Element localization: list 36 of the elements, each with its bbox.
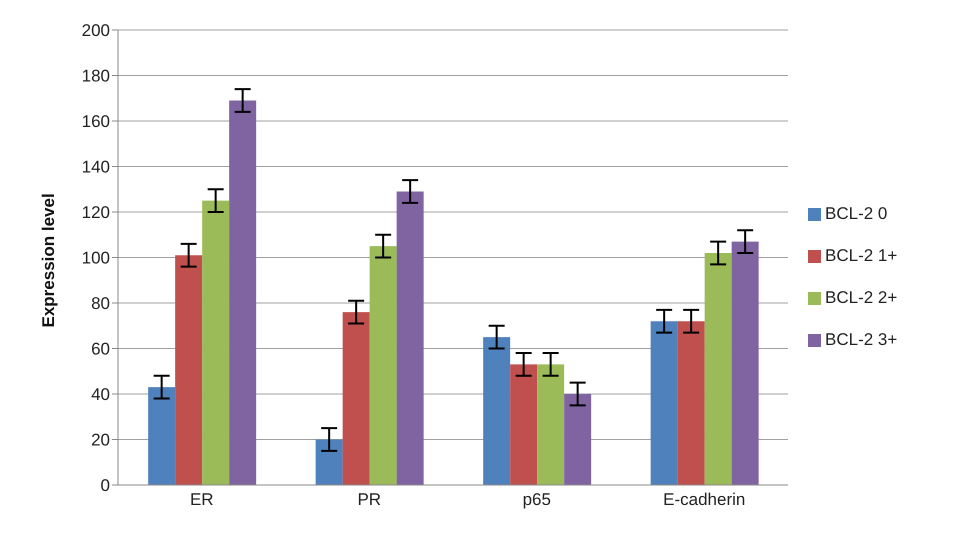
bar (537, 364, 564, 485)
bar (148, 387, 176, 485)
y-tick-label: 140 (82, 158, 110, 177)
bar (483, 337, 510, 485)
legend-label: BCL-2 3+ (825, 330, 898, 348)
bar (650, 321, 678, 485)
x-tick-label: PR (357, 490, 382, 510)
y-tick-label: 20 (91, 430, 110, 450)
legend-label: BCL-2 2+ (825, 288, 898, 306)
y-tick-label: 120 (82, 203, 110, 222)
y-axis-title: Expression level (39, 193, 58, 328)
legend-label: BCL-2 1+ (825, 246, 898, 264)
y-tick-label: 60 (91, 340, 110, 359)
bar (316, 440, 343, 485)
bar (510, 364, 538, 485)
x-tick-label: p65 (522, 490, 551, 510)
legend-label: BCL-2 0 (825, 204, 888, 222)
y-tick-label: 0 (100, 476, 110, 496)
bar (396, 192, 424, 485)
bar (202, 200, 230, 485)
y-tick-label: 100 (82, 248, 110, 268)
y-tick-label: 40 (91, 385, 110, 404)
y-tick-label: 180 (82, 66, 110, 86)
bar (564, 394, 592, 485)
bar (175, 255, 202, 485)
bar (370, 246, 397, 485)
x-tick-label: E-cadherin (663, 490, 746, 510)
x-tick-label: ER (190, 490, 214, 510)
y-tick-label: 200 (82, 21, 110, 40)
y-tick-label: 80 (91, 294, 110, 314)
bar (229, 100, 256, 485)
bar (732, 242, 759, 485)
y-tick-label: 160 (82, 112, 110, 132)
bar (678, 321, 705, 485)
bar (704, 252, 732, 485)
bar (342, 312, 370, 485)
